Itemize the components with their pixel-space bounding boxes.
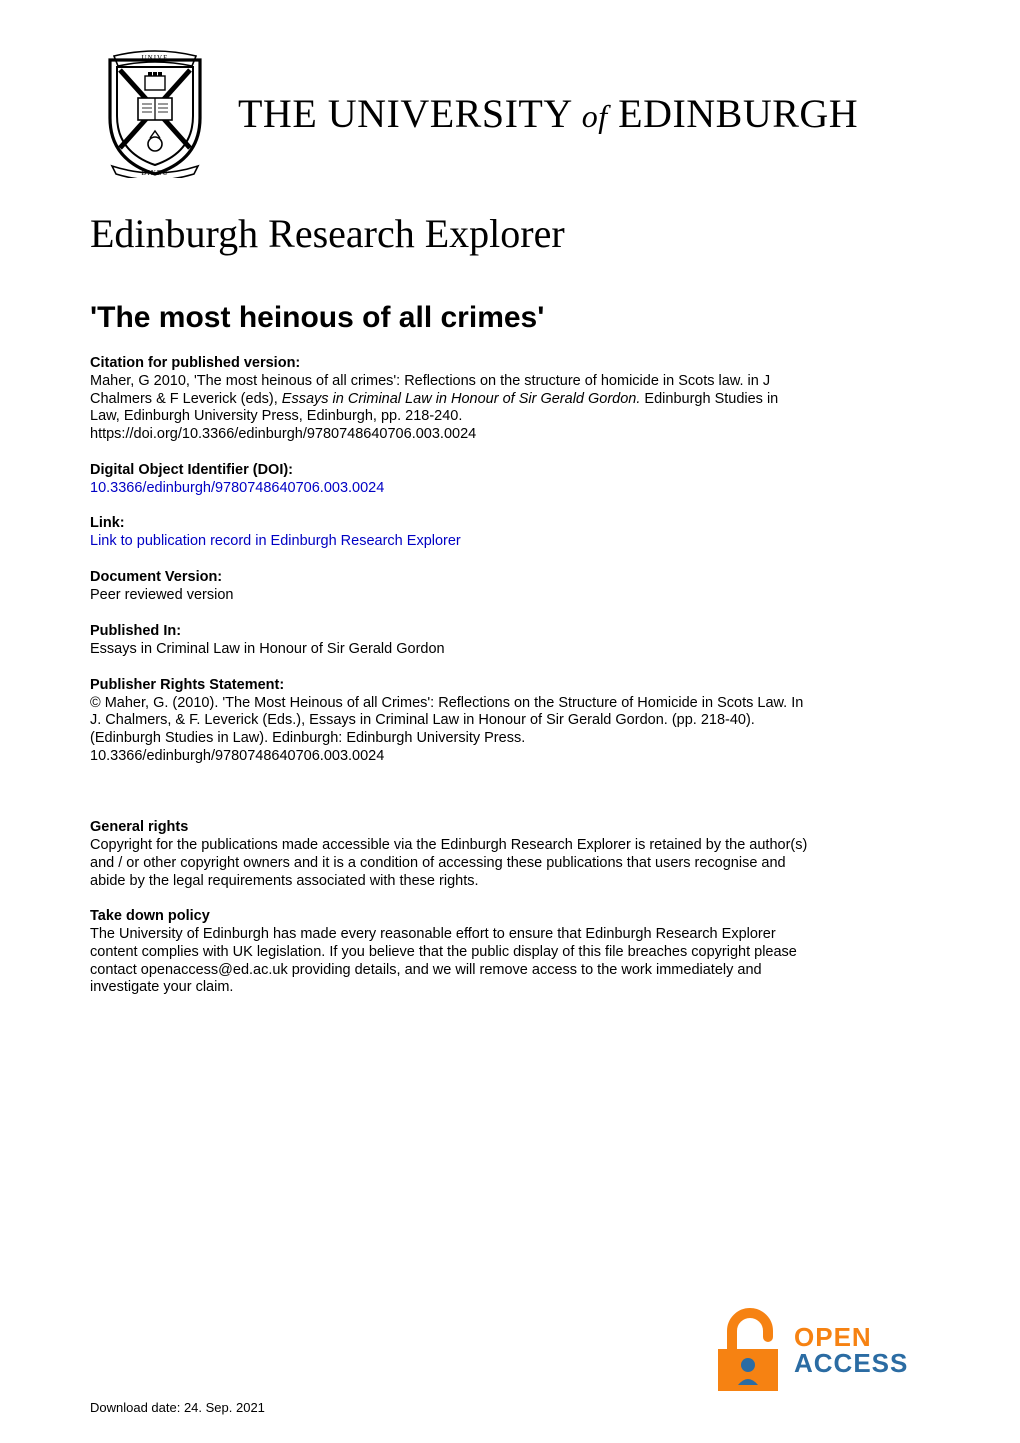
general-rights-heading: General rights xyxy=(90,819,930,835)
document-version-heading: Document Version: xyxy=(90,569,930,585)
explorer-title: Edinburgh Research Explorer xyxy=(90,210,930,257)
open-access-open-label: OPEN xyxy=(794,1324,908,1350)
general-rights-body: Copyright for the publications made acce… xyxy=(90,837,930,890)
take-down-heading: Take down policy xyxy=(90,908,930,924)
citation-body-italic: Essays in Criminal Law in Honour of Sir … xyxy=(282,391,641,407)
citation-section: Citation for published version: Maher, G… xyxy=(90,355,930,444)
link-section: Link: Link to publication record in Edin… xyxy=(90,515,930,551)
published-in-section: Published In: Essays in Criminal Law in … xyxy=(90,623,930,659)
university-name-of: of xyxy=(582,98,608,134)
university-name: THE UNIVERSITY of EDINBURGH xyxy=(238,90,858,137)
document-version-body: Peer reviewed version xyxy=(90,587,930,605)
published-in-body: Essays in Criminal Law in Honour of Sir … xyxy=(90,641,930,659)
link-body: Link to publication record in Edinburgh … xyxy=(90,533,930,551)
take-down-body: The University of Edinburgh has made eve… xyxy=(90,926,930,997)
published-in-heading: Published In: xyxy=(90,623,930,639)
publisher-rights-body: © Maher, G. (2010). 'The Most Heinous of… xyxy=(90,695,930,766)
university-name-pre: THE UNIVERSITY xyxy=(238,91,582,136)
publication-record-link[interactable]: Link to publication record in Edinburgh … xyxy=(90,533,461,549)
page: UNIVE xyxy=(0,0,1020,1443)
download-date: Download date: 24. Sep. 2021 xyxy=(90,1400,265,1415)
open-access-badge: OPEN ACCESS xyxy=(710,1305,930,1395)
paper-title: 'The most heinous of all crimes' xyxy=(90,301,930,335)
university-crest-icon: UNIVE xyxy=(90,48,220,178)
citation-body: Maher, G 2010, 'The most heinous of all … xyxy=(90,373,930,444)
publisher-rights-section: Publisher Rights Statement: © Maher, G. … xyxy=(90,677,930,766)
doi-section: Digital Object Identifier (DOI): 10.3366… xyxy=(90,462,930,498)
header-row: UNIVE xyxy=(90,48,930,178)
document-version-section: Document Version: Peer reviewed version xyxy=(90,569,930,605)
link-heading: Link: xyxy=(90,515,930,531)
open-access-access-label: ACCESS xyxy=(794,1350,908,1376)
general-rights-section: General rights Copyright for the publica… xyxy=(90,819,930,890)
open-access-lock-icon xyxy=(710,1305,786,1395)
citation-heading: Citation for published version: xyxy=(90,355,930,371)
doi-link[interactable]: 10.3366/edinburgh/9780748640706.003.0024 xyxy=(90,480,384,496)
svg-text:UNIVE: UNIVE xyxy=(142,54,169,62)
doi-heading: Digital Object Identifier (DOI): xyxy=(90,462,930,478)
doi-body: 10.3366/edinburgh/9780748640706.003.0024 xyxy=(90,480,930,498)
university-name-post: EDINBURGH xyxy=(608,91,859,136)
publisher-rights-heading: Publisher Rights Statement: xyxy=(90,677,930,693)
open-access-text: OPEN ACCESS xyxy=(794,1324,908,1376)
take-down-section: Take down policy The University of Edinb… xyxy=(90,908,930,997)
svg-text:DINBU: DINBU xyxy=(141,169,168,177)
